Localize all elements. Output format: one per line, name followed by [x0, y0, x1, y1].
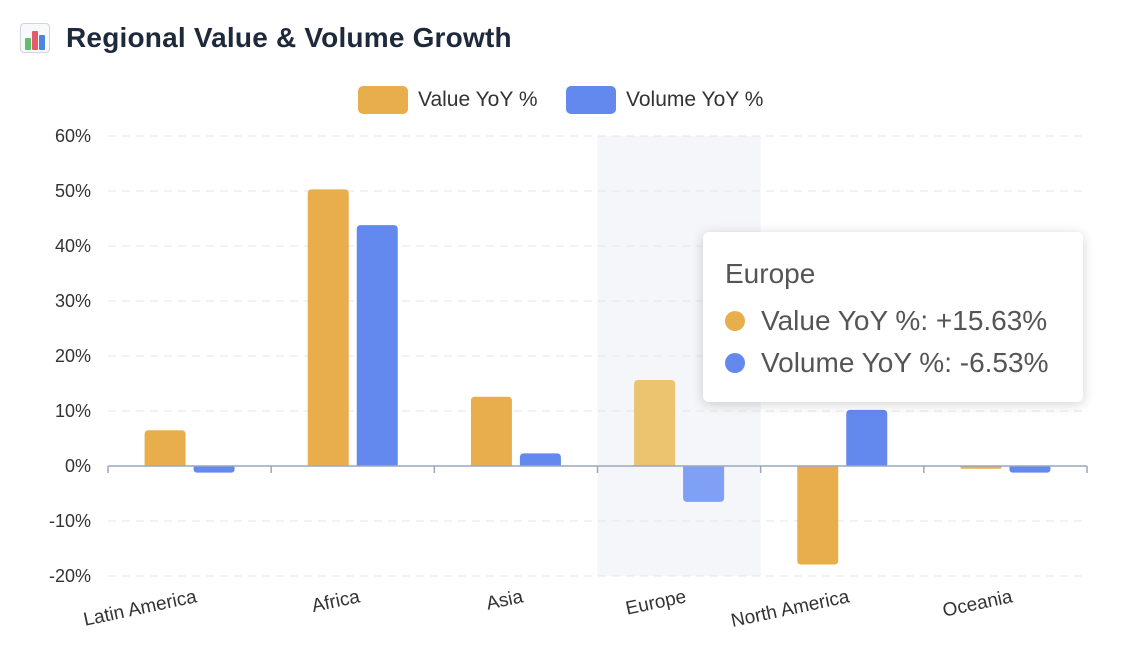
bar-volume — [846, 409, 888, 466]
legend-value-swatch — [358, 86, 408, 114]
tooltip-value-dot — [725, 311, 745, 331]
bar-value — [144, 430, 186, 466]
bar-volume — [683, 466, 725, 502]
bar-volume — [356, 225, 398, 466]
y-tick-label: 40% — [55, 236, 91, 256]
tooltip-volume-label: Volume YoY %: -6.53% — [761, 347, 1049, 378]
bar-value — [797, 466, 839, 565]
x-category-label: Asia — [484, 586, 525, 614]
bar-chart-emoji-icon — [20, 23, 50, 53]
y-tick-label: 20% — [55, 346, 91, 366]
bar-value — [470, 396, 512, 466]
y-tick-label: -20% — [49, 566, 91, 586]
tooltip-title: Europe — [725, 258, 816, 289]
bar-volume — [193, 466, 235, 473]
tooltip-value-label: Value YoY %: +15.63% — [761, 305, 1048, 336]
tooltip-row-value: Value YoY %: +15.63% — [725, 300, 1061, 342]
bar-value — [307, 189, 349, 466]
bar-volume — [1009, 466, 1051, 473]
x-category-label: Latin America — [82, 586, 199, 631]
x-category-label: Oceania — [941, 586, 1015, 621]
y-tick-label: 10% — [55, 401, 91, 421]
bar-volume — [519, 453, 561, 466]
legend-volume-label: Volume YoY % — [626, 88, 763, 111]
chart-header: Regional Value & Volume Growth — [20, 22, 512, 54]
bar-value — [634, 380, 676, 466]
x-category-label: Africa — [310, 586, 362, 617]
x-category-label: North America — [729, 586, 852, 632]
y-tick-label: 0% — [65, 456, 91, 476]
chart-tooltip: Europe Value YoY %: +15.63% Volume YoY %… — [703, 232, 1083, 402]
tooltip-row-volume: Volume YoY %: -6.53% — [725, 342, 1061, 384]
y-tick-label: 60% — [55, 126, 91, 146]
y-tick-label: -10% — [49, 511, 91, 531]
legend-value-label: Value YoY % — [418, 88, 538, 111]
y-tick-label: 50% — [55, 181, 91, 201]
page-title: Regional Value & Volume Growth — [66, 22, 512, 53]
x-category-label: Europe — [624, 586, 688, 619]
tooltip-volume-dot — [725, 353, 745, 373]
legend-volume-swatch — [566, 86, 616, 114]
y-tick-label: 30% — [55, 291, 91, 311]
